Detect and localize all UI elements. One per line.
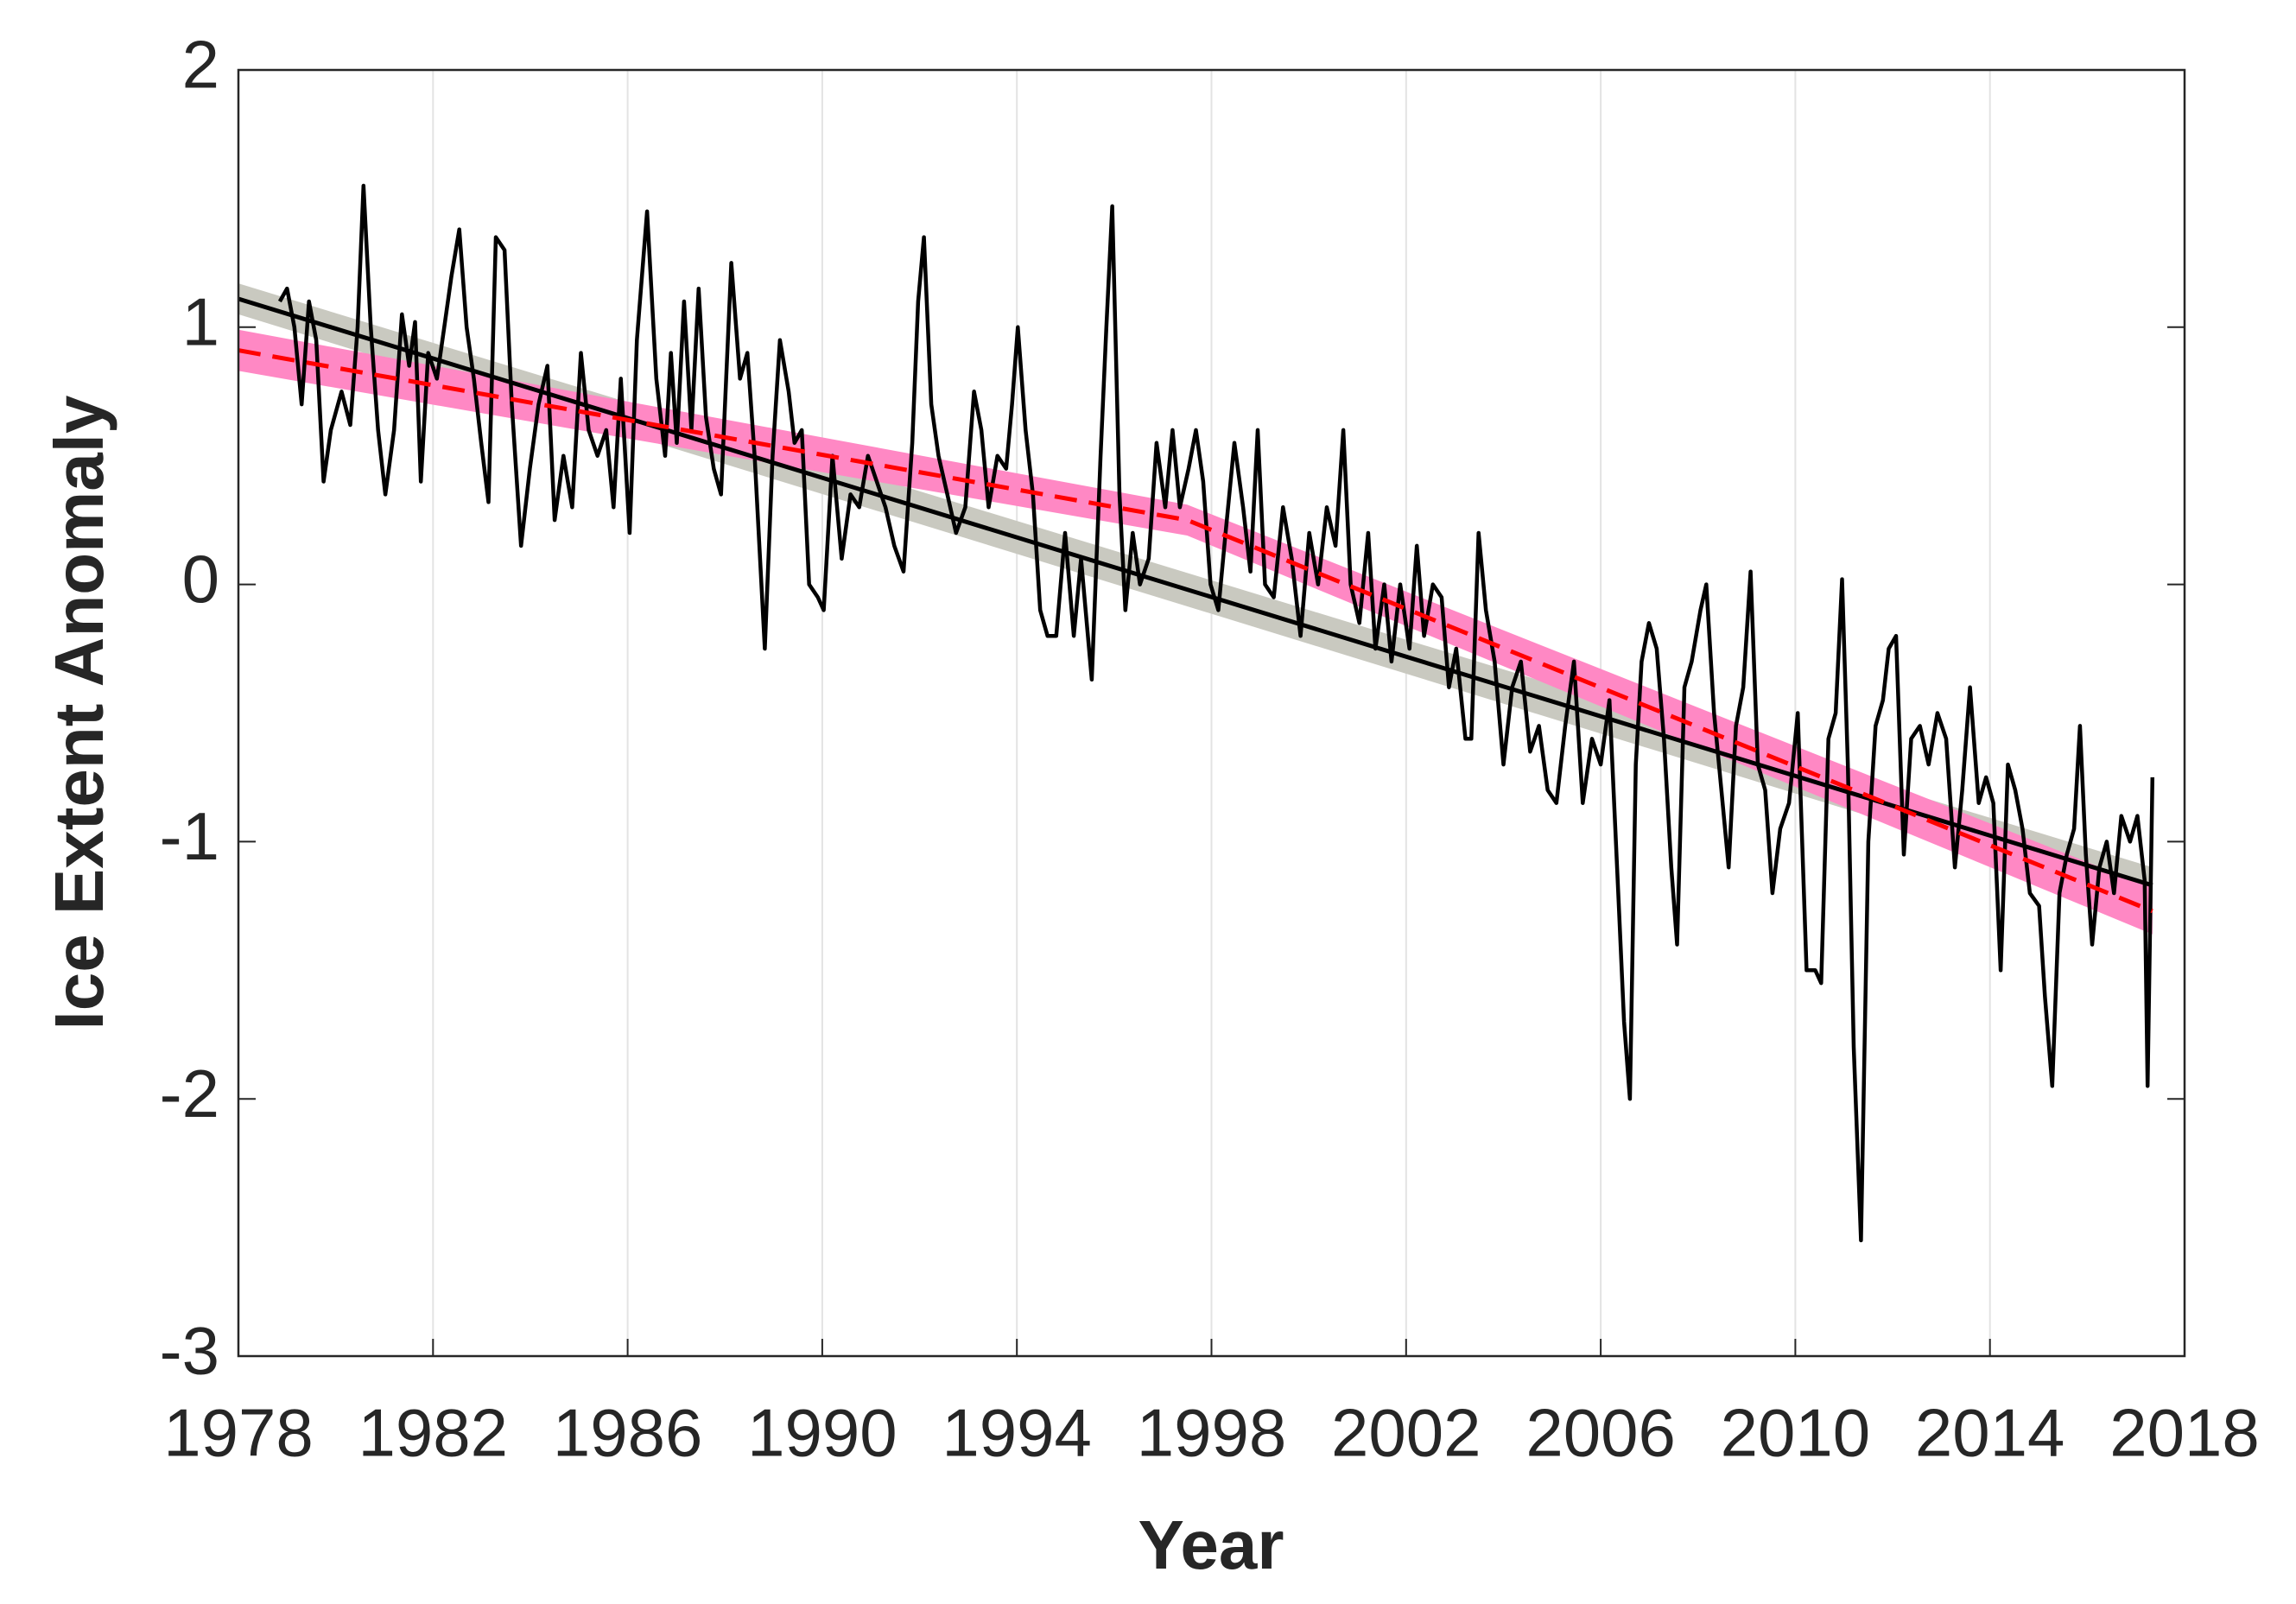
y-tick-label: -3 [160, 1313, 219, 1389]
trend-line [238, 348, 2153, 914]
y-tick-label: -2 [160, 1056, 219, 1132]
y-tick-label: 0 [182, 541, 219, 617]
x-tick-label: 2010 [1721, 1395, 1871, 1471]
y-axis-label: Ice Extent Anomaly [41, 395, 117, 1030]
x-tick-label: 1978 [163, 1395, 314, 1471]
x-tick-label: 1986 [553, 1395, 703, 1471]
plot-frame [237, 68, 2186, 1358]
x-tick-label: 2018 [2109, 1395, 2260, 1471]
x-tick-label: 2014 [1915, 1395, 2065, 1471]
y-tick-label: 1 [182, 283, 219, 359]
x-tick-label: 1982 [358, 1395, 509, 1471]
x-tick-label: 2002 [1331, 1395, 1481, 1471]
lines [238, 183, 2155, 1243]
x-tick-label: 2006 [1525, 1395, 1676, 1471]
y-tick-label: 2 [182, 27, 219, 103]
confidence-band [238, 329, 2153, 935]
axes: 1978 1982 1986 1990 1994 1998 2002 2006 2010 2014… [160, 27, 2260, 1471]
trend-line [238, 296, 2153, 888]
y-tick-label: -1 [160, 798, 219, 874]
x-axis-label: Year [1138, 1506, 1284, 1583]
x-tick-label: 1994 [942, 1395, 1092, 1471]
x-tick-label: 1998 [1137, 1395, 1287, 1471]
data-line [277, 183, 2155, 1243]
x-tick-label: 1990 [747, 1395, 897, 1471]
